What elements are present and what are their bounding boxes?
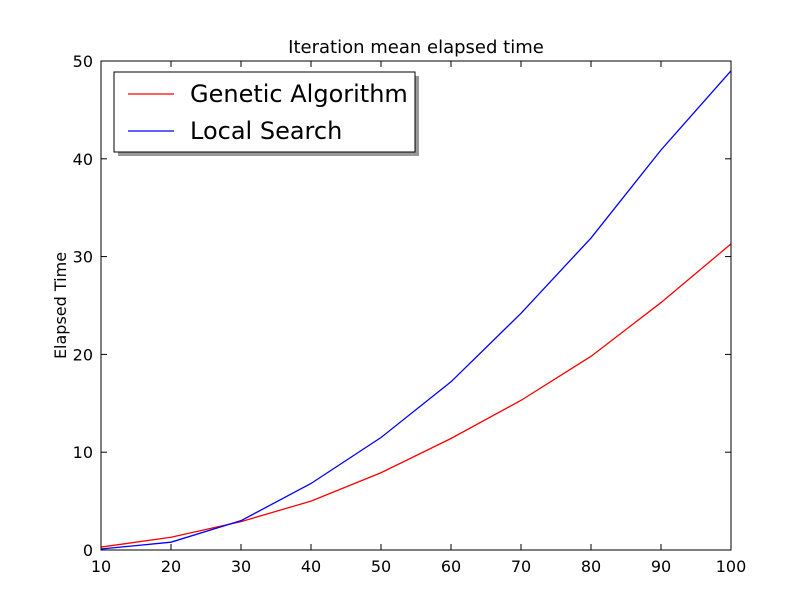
y-tick-label: 0 [83, 541, 93, 560]
legend: Genetic Algorithm Local Search [113, 71, 419, 156]
plot-frame [100, 60, 732, 551]
x-tick-label: 90 [651, 557, 671, 576]
x-tick-label: 40 [301, 557, 321, 576]
chart-title: Iteration mean elapsed time [288, 37, 544, 58]
series-line-1 [100, 70, 732, 550]
x-tick-label: 60 [441, 557, 461, 576]
y-axis-label: Elapsed Time [51, 252, 70, 359]
legend-label: Local Search [190, 117, 342, 145]
legend-label: Genetic Algorithm [190, 80, 408, 108]
y-tick-label: 30 [73, 248, 93, 267]
x-tick-label: 30 [231, 557, 251, 576]
y-tick-label: 50 [73, 52, 93, 71]
x-tick-label: 80 [581, 557, 601, 576]
series-layer [100, 70, 732, 550]
series-line-0 [100, 243, 732, 548]
y-tick-label: 10 [73, 443, 93, 462]
y-tick-label: 40 [73, 150, 93, 169]
x-tick-label: 50 [371, 557, 391, 576]
legend-box [113, 71, 416, 153]
x-tick-label: 10 [91, 557, 111, 576]
y-tick-label: 20 [73, 345, 93, 364]
x-tick-label: 20 [161, 557, 181, 576]
x-tick-label: 100 [716, 557, 747, 576]
x-tick-label: 70 [511, 557, 531, 576]
